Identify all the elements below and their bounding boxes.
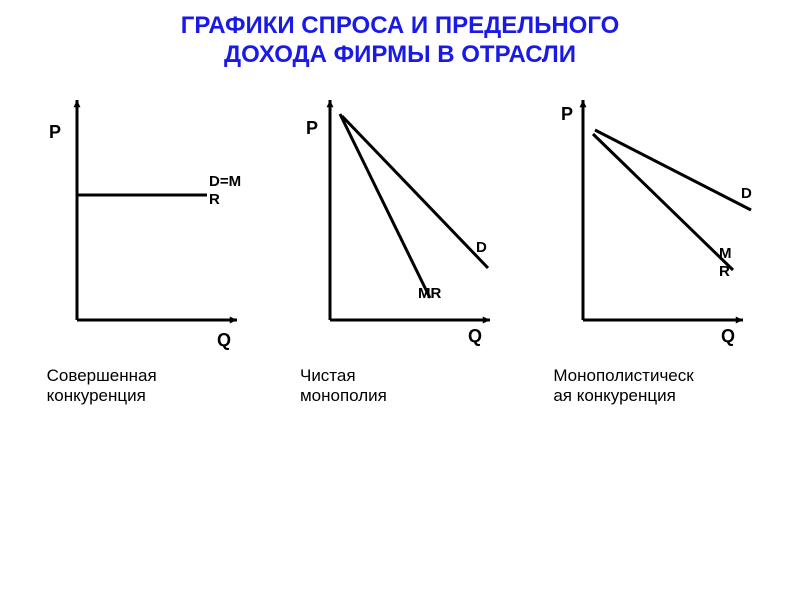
title-line2: ДОХОДА ФИРМЫ В ОТРАСЛИ bbox=[0, 41, 800, 70]
page-title: ГРАФИКИ СПРОСА И ПРЕДЕЛЬНОГО ДОХОДА ФИРМ… bbox=[0, 12, 800, 70]
chart-panel-0: P Q D=MR Совершеннаяконкуренция bbox=[27, 80, 267, 407]
chart-panel-2: P Q D MR Монополистическая конкуренция bbox=[533, 80, 773, 407]
curve-label: D=M bbox=[209, 173, 241, 190]
curve-label: MR bbox=[418, 285, 441, 302]
curve-line bbox=[595, 130, 751, 210]
caption-line: Чистая bbox=[300, 366, 500, 386]
panel-caption: Совершеннаяконкуренция bbox=[47, 366, 247, 407]
curve-label: D bbox=[476, 239, 487, 256]
chart-panels: PQD=MRСовершеннаяконкуренцияPQDMRЧистаям… bbox=[0, 80, 800, 407]
caption-line: монополия bbox=[300, 386, 500, 406]
curve-label: M bbox=[719, 245, 732, 262]
panel-caption: Чистаямонополия bbox=[300, 366, 500, 407]
x-axis-label: Q bbox=[217, 330, 231, 350]
caption-line: Монополистическ bbox=[553, 366, 753, 386]
chart-svg-1: P Q D MR bbox=[290, 80, 510, 360]
caption-line: Совершенная bbox=[47, 366, 247, 386]
curve-line bbox=[593, 134, 733, 270]
curve-line bbox=[340, 114, 430, 298]
curve-line bbox=[342, 116, 488, 268]
chart-svg-2: P Q D MR bbox=[543, 80, 763, 360]
chart-panel-1: P Q D MR Чистаямонополия bbox=[280, 80, 520, 407]
x-axis-label: Q bbox=[468, 326, 482, 346]
y-axis-label: P bbox=[49, 122, 61, 142]
title-line1: ГРАФИКИ СПРОСА И ПРЕДЕЛЬНОГО bbox=[0, 12, 800, 41]
y-axis-label: P bbox=[306, 118, 318, 138]
y-axis-label: P bbox=[561, 104, 573, 124]
curve-label: D bbox=[741, 185, 752, 202]
curve-label: R bbox=[719, 263, 730, 280]
chart-svg-0: P Q D=MR bbox=[37, 80, 257, 360]
panel-caption: Монополистическая конкуренция bbox=[553, 366, 753, 407]
x-axis-label: Q bbox=[721, 326, 735, 346]
curve-label: R bbox=[209, 191, 220, 208]
caption-line: конкуренция bbox=[47, 386, 247, 406]
caption-line: ая конкуренция bbox=[553, 386, 753, 406]
